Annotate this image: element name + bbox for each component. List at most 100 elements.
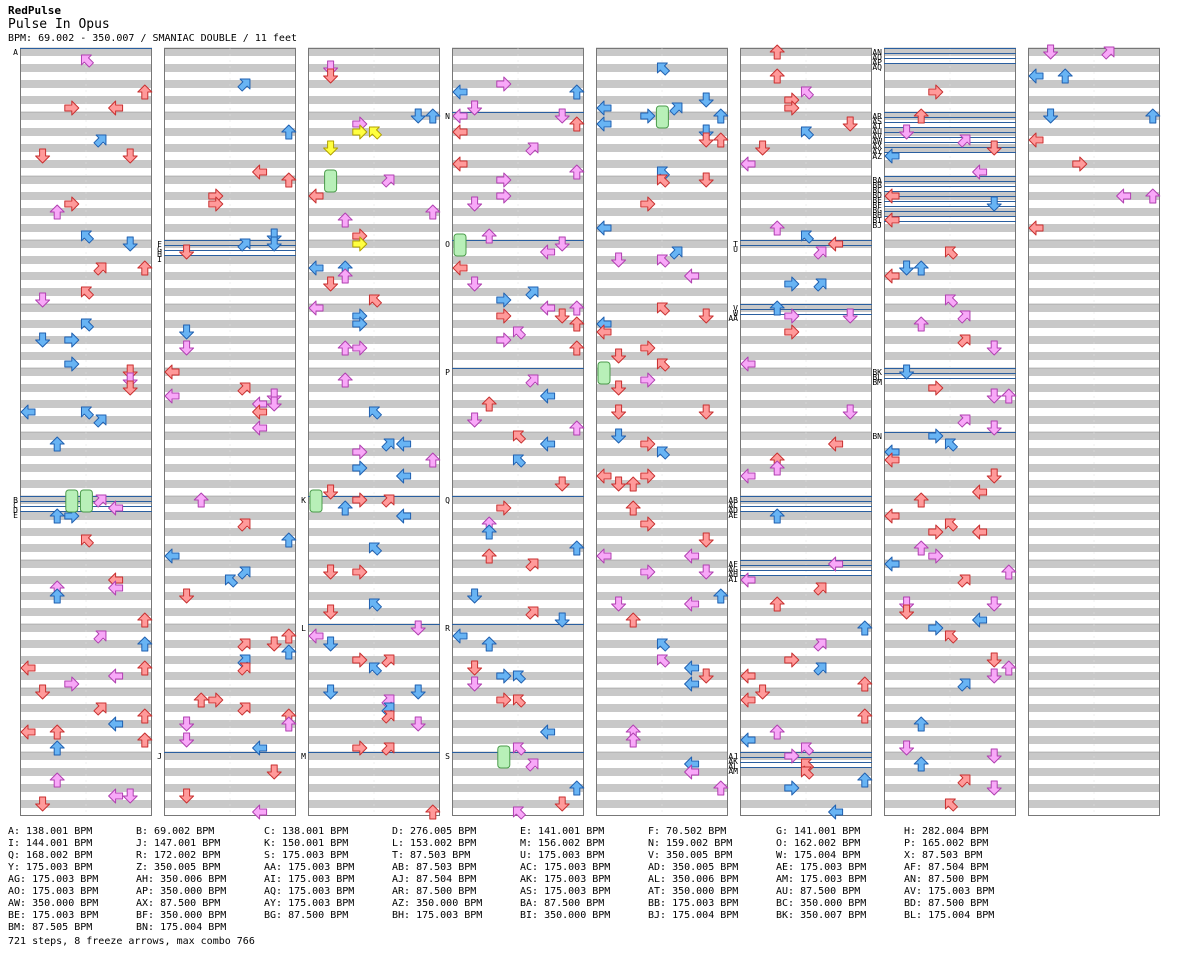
beat-stripe (164, 144, 296, 152)
step-arrow-shape (80, 318, 94, 332)
step-arrow (569, 540, 585, 556)
step-arrow (208, 196, 224, 212)
beat-stripe (596, 672, 728, 680)
step-arrow-shape (554, 236, 570, 252)
bpm-change-label: T (733, 240, 738, 249)
step-arrow (323, 684, 339, 700)
step-arrow-shape (179, 244, 195, 260)
step-arrow (913, 492, 929, 508)
step-arrow-shape (368, 294, 382, 308)
bpm-table-cell: BF: 350.000 BPM (136, 910, 227, 921)
step-arrow (496, 76, 512, 92)
step-arrow-shape (884, 148, 900, 164)
step-arrow (740, 572, 756, 588)
step-arrow (137, 660, 153, 676)
step-arrow (596, 220, 612, 236)
step-arrow (396, 436, 412, 452)
step-arrow (957, 310, 971, 324)
step-arrow-shape (425, 804, 441, 820)
bpm-table-cell: AY: 175.003 BPM (264, 898, 355, 909)
beat-stripe (308, 240, 440, 248)
step-arrow (684, 660, 700, 676)
step-arrow (396, 508, 412, 524)
bpm-table-row: A: 138.001 BPM B: 69.002 BPM C: 138.001 BP… (8, 826, 1032, 838)
step-arrow (740, 692, 756, 708)
step-arrow (108, 788, 124, 804)
chart-column (164, 47, 296, 816)
step-arrow (569, 164, 585, 180)
bpm-table-cell: AA: 175.003 BPM (264, 862, 355, 873)
step-arrow-shape (49, 204, 65, 220)
bpm-change-label: AA (728, 314, 738, 323)
step-arrow (899, 124, 915, 140)
bpm-change-marker: AT (872, 122, 1016, 131)
beat-stripe (596, 624, 728, 632)
step-arrow (800, 766, 814, 780)
step-arrow (611, 380, 627, 396)
bpm-table-cell: BD: 87.500 BPM (904, 898, 989, 909)
bpm-change-label: AV (872, 132, 882, 141)
beat-stripe (1028, 624, 1160, 632)
step-arrow-shape (179, 732, 195, 748)
step-arrow-shape (525, 286, 539, 300)
step-arrow (452, 84, 468, 100)
step-arrow-shape (108, 716, 124, 732)
step-arrow-shape (713, 108, 729, 124)
beat-stripe (596, 144, 728, 152)
freeze-arrow (655, 105, 669, 129)
bpm-change-label: BN (872, 432, 882, 441)
step-arrow (80, 318, 94, 332)
beat-stripe (452, 48, 584, 56)
step-arrow (640, 196, 656, 212)
step-arrow (49, 588, 65, 604)
step-arrow (252, 740, 268, 756)
step-arrow-shape (899, 260, 915, 276)
step-arrow-shape (496, 500, 512, 516)
beat-stripe (308, 672, 440, 680)
step-arrow (179, 588, 195, 604)
step-arrow (928, 428, 944, 444)
bpm-change-label: P (445, 368, 450, 377)
step-arrow (80, 286, 94, 300)
step-arrow-shape (928, 548, 944, 564)
step-arrow (913, 260, 929, 276)
bpm-change-label: AU (872, 127, 882, 136)
step-arrow (281, 628, 297, 644)
step-arrow-shape (769, 44, 785, 60)
step-arrow (381, 654, 395, 668)
bpm-change-label: BB (872, 181, 882, 190)
beat-stripe (740, 624, 872, 632)
beat-stripe (164, 336, 296, 344)
step-arrow (957, 774, 971, 788)
step-arrow-shape (957, 774, 971, 788)
step-arrow-shape (656, 174, 670, 188)
step-arrow (684, 548, 700, 564)
step-arrow-shape (35, 292, 51, 308)
step-arrow (164, 364, 180, 380)
step-arrow (640, 108, 656, 124)
step-arrow-shape (122, 788, 138, 804)
step-arrow-shape (467, 100, 483, 116)
step-arrow (569, 420, 585, 436)
bpm-change-label: AO (872, 53, 882, 62)
step-arrow (525, 286, 539, 300)
step-arrow-shape (193, 492, 209, 508)
step-arrow (467, 412, 483, 428)
step-arrow-shape (986, 420, 1002, 436)
step-arrow-shape (857, 620, 873, 636)
beat-stripe (20, 336, 152, 344)
bpm-table-cell: BG: 87.500 BPM (264, 910, 349, 921)
step-arrow-shape (828, 436, 844, 452)
step-arrow (237, 78, 251, 92)
step-arrow (569, 300, 585, 316)
step-arrow-shape (569, 84, 585, 100)
bpm-table-cell: AR: 87.500 BPM (392, 886, 477, 897)
freeze-arrow (309, 489, 323, 513)
step-arrow (813, 582, 827, 596)
step-arrow (957, 134, 971, 148)
step-arrow-shape (857, 676, 873, 692)
bpm-table-cell: AI: 175.003 BPM (264, 874, 355, 885)
step-arrow (569, 84, 585, 100)
step-arrow-shape (986, 596, 1002, 612)
step-arrow-shape (569, 780, 585, 796)
